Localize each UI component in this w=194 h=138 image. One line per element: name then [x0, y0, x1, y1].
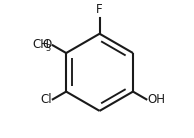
Text: OH: OH [148, 93, 166, 106]
Text: CH: CH [32, 38, 49, 51]
Text: O: O [42, 38, 52, 51]
Text: F: F [96, 3, 103, 16]
Text: 3: 3 [45, 44, 51, 53]
Text: Cl: Cl [40, 93, 52, 106]
